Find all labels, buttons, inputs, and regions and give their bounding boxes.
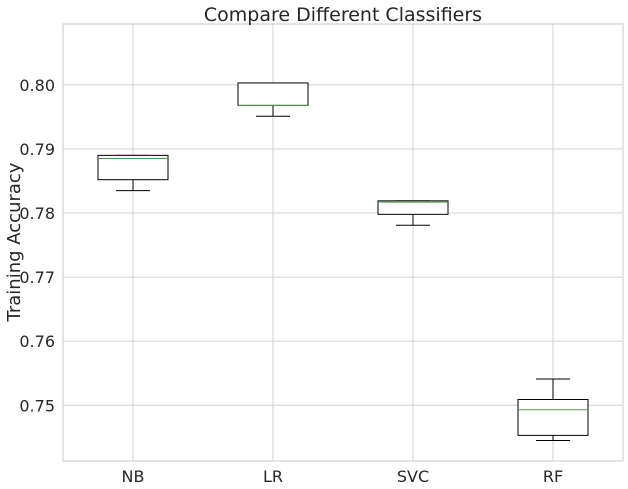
- box-layer: [97, 82, 589, 441]
- x-tick-label: NB: [122, 467, 145, 486]
- y-tick-label: 0.77: [19, 268, 55, 287]
- x-tick-label: LR: [263, 467, 283, 486]
- y-tick-label: 0.79: [19, 140, 55, 159]
- x-tick-labels: NB LR SVC RF: [122, 467, 564, 486]
- y-tick-labels: 0.75 0.76 0.77 0.78 0.79 0.80: [19, 76, 55, 415]
- box-svc: [377, 200, 449, 226]
- x-tick-label: RF: [543, 467, 563, 486]
- iqr-box: [377, 200, 449, 215]
- y-tick-label: 0.76: [19, 332, 55, 351]
- y-tick-label: 0.80: [19, 76, 55, 95]
- iqr-box: [97, 154, 169, 181]
- y-tick-label: 0.75: [19, 396, 55, 415]
- iqr-box: [517, 398, 589, 436]
- grid-layer: [63, 24, 623, 461]
- y-tick-label: 0.78: [19, 204, 55, 223]
- plot-frame: [62, 23, 624, 462]
- box-rf: [517, 378, 589, 441]
- box-nb: [97, 154, 169, 192]
- box-lr: [237, 82, 309, 117]
- x-tick-label: SVC: [397, 467, 429, 486]
- y-axis-label: Training Accuracy: [4, 162, 25, 322]
- chart-title: Compare Different Classifiers: [204, 4, 482, 26]
- iqr-box: [237, 82, 309, 106]
